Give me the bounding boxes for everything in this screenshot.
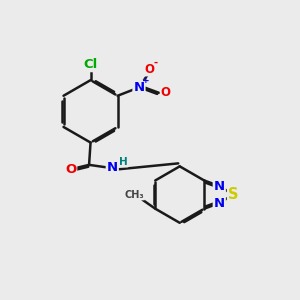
Text: CH₃: CH₃ — [125, 190, 144, 200]
Text: O: O — [161, 86, 171, 99]
Text: Cl: Cl — [83, 58, 98, 71]
Text: N: N — [214, 196, 225, 210]
Text: +: + — [142, 76, 149, 85]
Text: -: - — [154, 58, 158, 68]
Text: S: S — [228, 187, 238, 202]
Text: N: N — [214, 179, 225, 193]
Text: N: N — [134, 81, 145, 94]
Text: N: N — [107, 161, 118, 174]
Text: H: H — [119, 157, 128, 167]
Text: O: O — [144, 62, 154, 76]
Text: O: O — [65, 163, 76, 176]
